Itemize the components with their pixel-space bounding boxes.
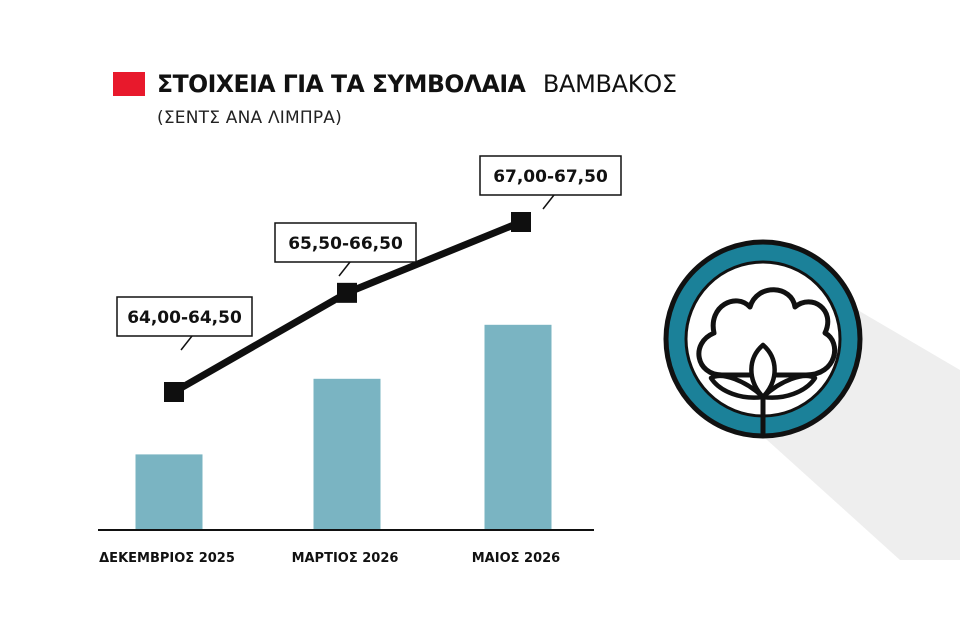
cotton-boll-cloud [696,287,838,378]
bar-2 [313,378,381,530]
line-marker-1 [164,382,184,402]
data-label-pointer-1 [180,335,193,351]
data-label-3: 67,00-67,50 [493,167,608,187]
title-bold-text: ΣΤΟΙΧΕΙΑ ΓΙΑ ΤΑ ΣΥΜΒΟΛΑΙΑ [157,70,526,98]
bar-3 [484,324,552,530]
data-label-box-2 [274,222,417,263]
data-label-pointer-2 [338,261,351,277]
cotton-leaf-right [760,373,818,400]
line-marker-2 [337,282,357,303]
bar-1 [135,454,203,530]
data-label-box-3 [479,155,622,196]
x-tick-label-3: ΜΑΙΟΣ 2026 [472,551,560,566]
data-labels-layer: 64,00-64,50 65,50-66,50 67,00-67,50 [116,155,622,351]
data-label-pointer-3 [542,194,555,210]
cotton-leaf-left [708,373,766,400]
line-marker-3 [511,212,531,232]
cotton-leaf-center [749,342,777,400]
data-label-2: 65,50-66,50 [288,234,403,254]
chart-title: ΣΤΟΙΧΕΙΑ ΓΙΑ ΤΑ ΣΥΜΒΟΛΑΙΑ ΒΑΜΒΑΚΟΣ [113,70,677,98]
x-tick-label-1: ΔΕΚΕΜΒΡΙΟΣ 2025 [99,551,235,566]
line-layer [164,212,531,402]
x-axis-labels: ΔΕΚΕΜΒΡΙΟΣ 2025 ΜΑΡΤΙΟΣ 2026 ΜΑΙΟΣ 2026 [99,551,560,566]
cotton-icon [663,239,863,439]
data-label-box-1 [116,296,253,337]
title-marker-square [113,72,145,96]
x-tick-label-2: ΜΑΡΤΙΟΣ 2026 [292,551,399,566]
title-light-text: ΒΑΜΒΑΚΟΣ [542,70,677,98]
chart-subtitle: (ΣΕΝΤΣ ΑΝΑ ΛΙΜΠΡΑ) [157,108,342,128]
data-label-1: 64,00-64,50 [127,308,242,328]
bars-layer [135,324,552,530]
